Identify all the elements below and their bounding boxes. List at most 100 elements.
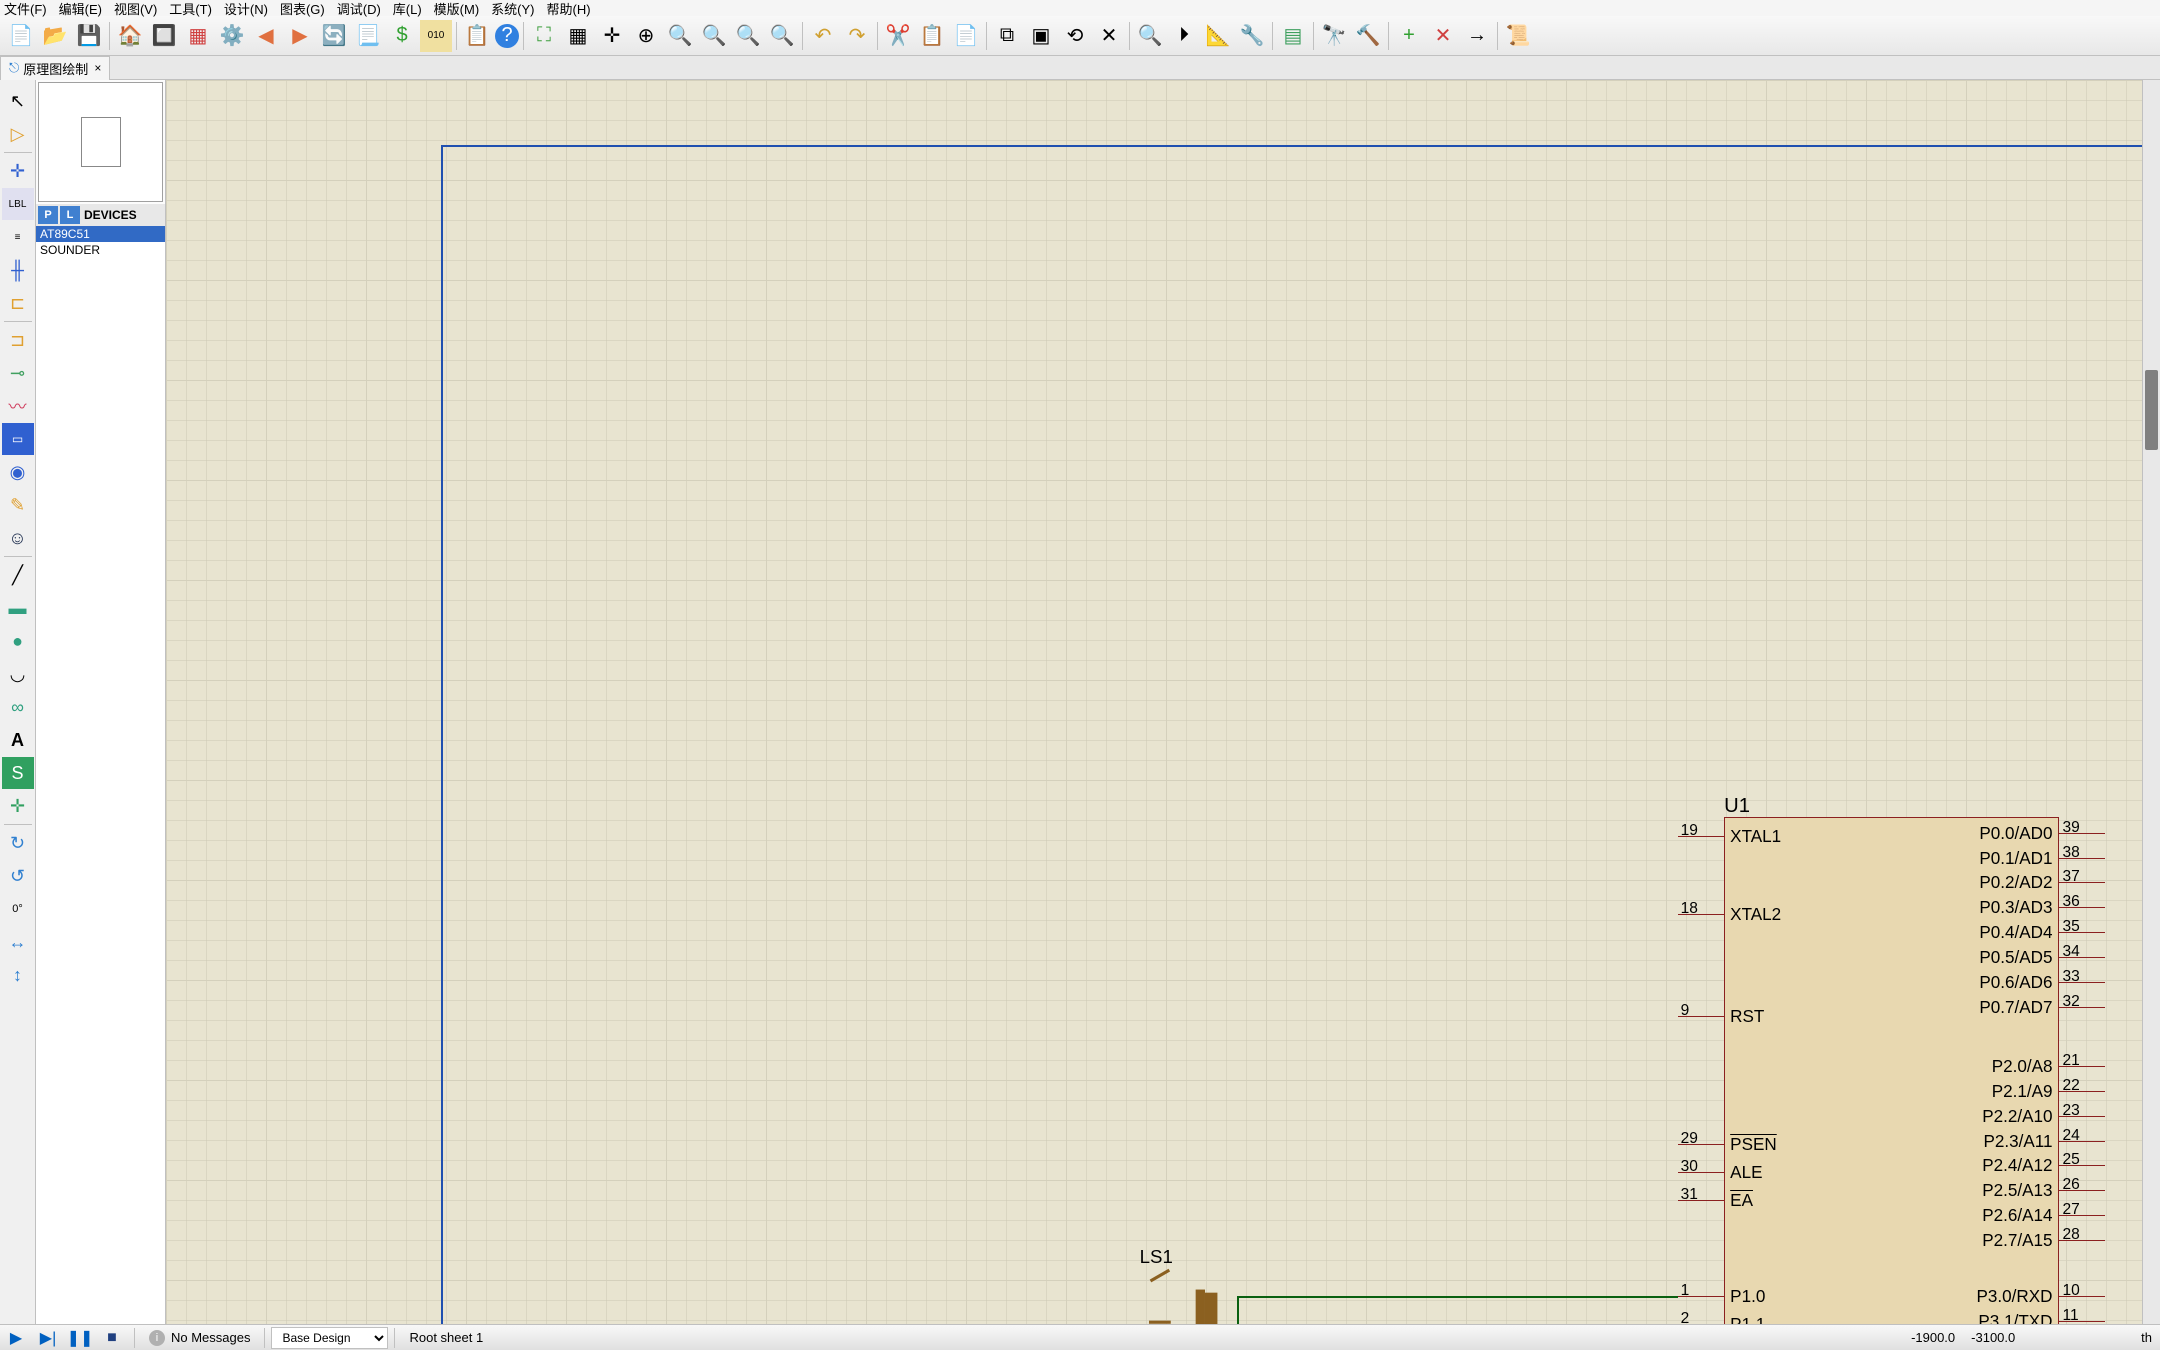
grid-icon[interactable]: ▦ xyxy=(562,20,594,52)
menu-debug[interactable]: 调试(D) xyxy=(337,0,381,18)
box-tool[interactable]: ▬ xyxy=(2,592,34,624)
pause-button[interactable]: ❚❚ xyxy=(66,1327,94,1349)
money-icon[interactable]: $ xyxy=(386,20,418,52)
graph-tool[interactable]: 〰 xyxy=(2,390,34,422)
flip-v-tool[interactable]: ↕ xyxy=(2,959,34,991)
label-tool[interactable]: LBL xyxy=(2,188,34,220)
instrument-tool[interactable]: ☺ xyxy=(2,522,34,554)
circle-tool[interactable]: ● xyxy=(2,625,34,657)
block-delete-icon[interactable]: ✕ xyxy=(1093,20,1125,52)
device-item[interactable]: SOUNDER xyxy=(36,242,165,258)
bits-icon[interactable]: 010 xyxy=(420,20,452,52)
zoom-out-icon[interactable]: 🔍 xyxy=(698,20,730,52)
symbol-tool[interactable]: S xyxy=(2,757,34,789)
junction-tool[interactable]: ✛ xyxy=(2,155,34,187)
new-file-icon[interactable]: 📄 xyxy=(5,20,37,52)
menu-edit[interactable]: 编辑(E) xyxy=(59,0,102,18)
angle-tool[interactable]: 0° xyxy=(2,893,34,925)
page-icon[interactable]: 📃 xyxy=(352,20,384,52)
origin-tool[interactable]: ✛ xyxy=(2,790,34,822)
schematic-canvas[interactable]: U1AT89C5119XTAL118XTAL29RST29PSEN30ALE31… xyxy=(166,80,2142,1324)
save-icon[interactable]: 💾 xyxy=(73,20,105,52)
zoom-select-icon[interactable]: 🔍 xyxy=(1134,20,1166,52)
menu-system[interactable]: 系统(Y) xyxy=(491,0,534,18)
menu-tools[interactable]: 工具(T) xyxy=(169,0,212,18)
rotate-cw-tool[interactable]: ↻ xyxy=(2,827,34,859)
subcircuit-tool[interactable]: ⊏ xyxy=(2,287,34,319)
component-tool[interactable]: ▷ xyxy=(2,118,34,150)
zoom-area-icon[interactable]: 🔍 xyxy=(766,20,798,52)
menu-file[interactable]: 文件(F) xyxy=(4,0,47,18)
pcb-icon[interactable]: 🔲 xyxy=(148,20,180,52)
netlist-icon[interactable]: ▤ xyxy=(1277,20,1309,52)
block-copy-icon[interactable]: ⧉ xyxy=(991,20,1023,52)
undo-icon[interactable]: ↶ xyxy=(807,20,839,52)
zoom-in-icon[interactable]: 🔍 xyxy=(664,20,696,52)
play-button[interactable]: ▶ xyxy=(2,1327,30,1349)
zoom-fit-icon[interactable]: 🔍 xyxy=(732,20,764,52)
library-button[interactable]: L xyxy=(60,206,80,224)
bus-tool[interactable]: ╫ xyxy=(2,254,34,286)
device-list[interactable]: AT89C51 SOUNDER xyxy=(36,226,165,1324)
redo-icon[interactable]: ↷ xyxy=(841,20,873,52)
line-tool[interactable]: ╱ xyxy=(2,559,34,591)
menu-help[interactable]: 帮助(H) xyxy=(547,0,591,18)
text-tool[interactable]: ≡ xyxy=(2,221,34,253)
stop-button[interactable]: ■ xyxy=(98,1327,126,1349)
package-icon[interactable]: ⏵ xyxy=(1168,20,1200,52)
copy-icon[interactable]: 📋 xyxy=(916,20,948,52)
notes-icon[interactable]: 📋 xyxy=(461,20,493,52)
menu-graph[interactable]: 图表(G) xyxy=(280,0,325,18)
menu-template[interactable]: 模版(M) xyxy=(434,0,480,18)
binoculars-icon[interactable]: 🔭 xyxy=(1318,20,1350,52)
center-icon[interactable]: ⊕ xyxy=(630,20,662,52)
terminal-tool[interactable]: ⊐ xyxy=(2,324,34,356)
add-sheet-icon[interactable]: + xyxy=(1393,20,1425,52)
wrench-icon[interactable]: 🔧 xyxy=(1236,20,1268,52)
path-tool[interactable]: ∞ xyxy=(2,691,34,723)
coord-unit: th xyxy=(2133,1330,2160,1345)
flip-h-tool[interactable]: ↔ xyxy=(2,926,34,958)
target-icon[interactable]: ✛ xyxy=(596,20,628,52)
prev-icon[interactable]: ◀ xyxy=(250,20,282,52)
rotate-ccw-tool[interactable]: ↺ xyxy=(2,860,34,892)
text2-tool[interactable]: A xyxy=(2,724,34,756)
tab-schematic[interactable]: ⎋ 原理图绘制 × xyxy=(0,56,110,80)
menu-view[interactable]: 视图(V) xyxy=(114,0,157,18)
decompose-icon[interactable]: 📐 xyxy=(1202,20,1234,52)
home-icon[interactable]: 🏠 xyxy=(114,20,146,52)
generator-tool[interactable]: ◉ xyxy=(2,456,34,488)
step-button[interactable]: ▶| xyxy=(34,1327,62,1349)
selection-tool[interactable]: ↖ xyxy=(2,85,34,117)
open-file-icon[interactable]: 📂 xyxy=(39,20,71,52)
probe-tool[interactable]: ✎ xyxy=(2,489,34,521)
paste-icon[interactable]: 📄 xyxy=(950,20,982,52)
script-icon[interactable]: 📜 xyxy=(1502,20,1534,52)
expand-icon[interactable]: ⛶ xyxy=(528,20,560,52)
arc-tool[interactable]: ◡ xyxy=(2,658,34,690)
cut-icon[interactable]: ✂️ xyxy=(882,20,914,52)
devices-label: DEVICES xyxy=(84,208,137,222)
messages-indicator[interactable]: i No Messages xyxy=(141,1330,258,1346)
device-item[interactable]: AT89C51 xyxy=(36,226,165,242)
chip-icon[interactable]: ▦ xyxy=(182,20,214,52)
tape-tool[interactable]: ▭ xyxy=(2,423,34,455)
sheet-name: Root sheet 1 xyxy=(401,1330,491,1345)
delete-sheet-icon[interactable]: ✕ xyxy=(1427,20,1459,52)
gear-icon[interactable]: ⚙️ xyxy=(216,20,248,52)
block-move-icon[interactable]: ▣ xyxy=(1025,20,1057,52)
menu-library[interactable]: 库(L) xyxy=(393,0,422,18)
menu-design[interactable]: 设计(N) xyxy=(224,0,268,18)
tools-icon[interactable]: 🔨 xyxy=(1352,20,1384,52)
refresh-icon[interactable]: 🔄 xyxy=(318,20,350,52)
pick-button[interactable]: P xyxy=(38,206,58,224)
block-rotate-icon[interactable]: ⟲ xyxy=(1059,20,1091,52)
scroll-thumb[interactable] xyxy=(2145,370,2158,450)
tab-close-icon[interactable]: × xyxy=(94,61,101,75)
vertical-scrollbar[interactable] xyxy=(2142,80,2160,1324)
help-icon[interactable]: ? xyxy=(495,24,519,48)
design-select[interactable]: Base Design xyxy=(271,1327,388,1349)
next-icon[interactable]: ▶ xyxy=(284,20,316,52)
exit-icon[interactable]: → xyxy=(1461,20,1493,52)
pin-tool[interactable]: ⊸ xyxy=(2,357,34,389)
